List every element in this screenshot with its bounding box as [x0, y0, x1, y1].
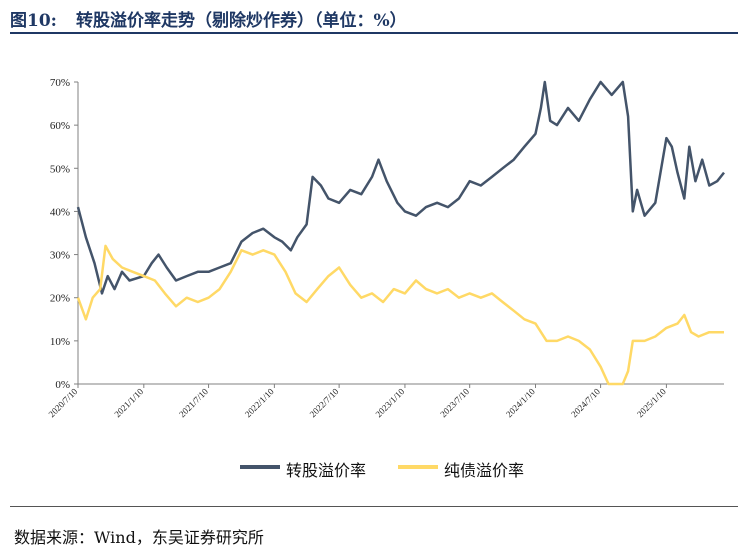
bottom-rule: [10, 506, 738, 507]
x-tick-label: 2021/1/10: [112, 386, 145, 419]
legend-swatch-conversion-premium: [240, 465, 280, 469]
y-tick-label: 0%: [55, 379, 70, 391]
chart-plot: 0%10%20%30%40%50%60%70% 2020/7/10 2021/1/…: [47, 77, 725, 419]
legend-label-conversion-premium: 转股溢价率: [286, 461, 367, 480]
series-line-bond-premium: [76, 244, 724, 386]
x-axis: 2020/7/10 2021/1/10 2021/7/10 2022/1/10 2022…: [47, 383, 724, 419]
x-tick-label: 2023/7/10: [438, 386, 471, 419]
figure-label: 图10:: [10, 11, 57, 31]
y-tick-label: 50%: [50, 163, 70, 175]
x-tick-label: 2023/1/10: [373, 386, 406, 419]
title-bar: 图10: 转股溢价率走势（剔除炒作券）（单位：%）: [10, 4, 738, 34]
legend: 转股溢价率 纯债溢价率: [0, 455, 748, 480]
x-tick-label: 2025/1/10: [635, 386, 668, 419]
y-tick-label: 70%: [50, 77, 70, 89]
legend-swatch-bond-premium: [398, 465, 438, 469]
y-tick-label: 40%: [50, 206, 70, 218]
x-tick-label: 2024/7/10: [569, 386, 602, 419]
series-layer: [76, 80, 725, 386]
y-tick-label: 60%: [50, 120, 70, 132]
legend-label-bond-premium: 纯债溢价率: [444, 461, 525, 480]
y-axis: 0% 10% 20% 30% 40% 50% 60% 70%: [50, 77, 79, 391]
y-tick-label: 10%: [50, 336, 70, 348]
y-tick-label: 20%: [50, 293, 70, 305]
chart-title: 转股溢价率走势（剔除炒作券）（单位：%）: [76, 11, 407, 31]
x-tick-label: 2024/1/10: [504, 386, 537, 419]
x-tick-label: 2022/1/10: [243, 386, 276, 419]
x-tick-label: 2022/7/10: [308, 386, 341, 419]
y-tick-label: 30%: [50, 250, 70, 262]
series-line-conversion-premium: [76, 80, 725, 295]
x-tick-label: 2021/7/10: [177, 386, 210, 419]
source-note: 数据来源：Wind，东吴证券研究所: [14, 528, 264, 547]
